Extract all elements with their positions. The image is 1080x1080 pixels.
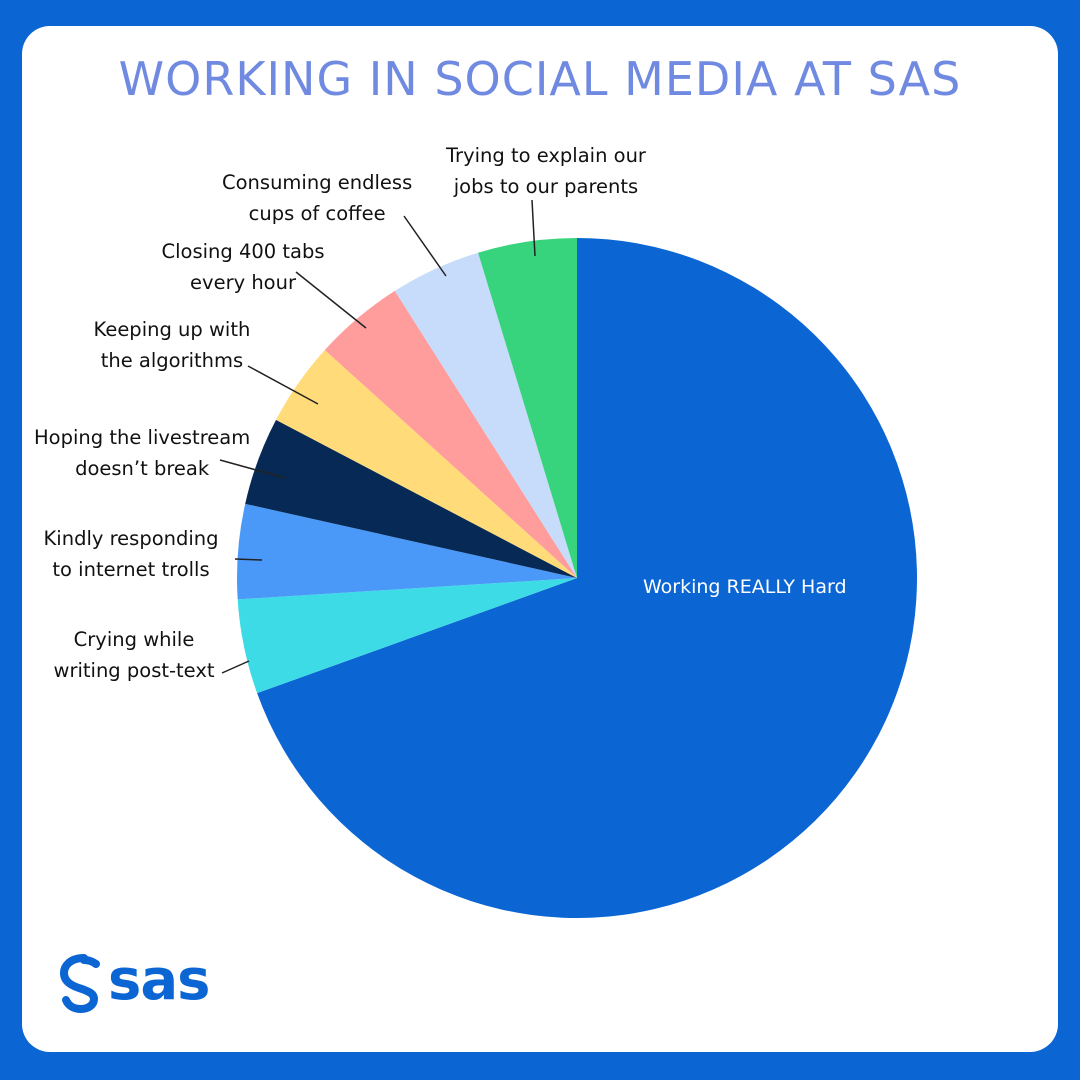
slice-label: Closing 400 tabs every hour: [162, 236, 325, 298]
slice-label: Consuming endless cups of coffee: [222, 167, 412, 229]
slice-label-line: Working REALLY Hard: [643, 576, 847, 598]
slice-label-line: jobs to our parents: [453, 175, 639, 198]
slice-label: Trying to explain our jobs to our parents: [446, 140, 646, 202]
leader-line: [247, 365, 319, 405]
slice-label-line: Closing 400 tabs: [161, 240, 325, 263]
pie-slice: [237, 578, 578, 694]
leader-line: [295, 271, 367, 329]
slice-label-line: cups of coffee: [248, 202, 386, 225]
slice-label: Crying while writing post-text: [54, 624, 215, 686]
slice-label: Working REALLY Hard: [643, 576, 847, 598]
slice-label-line: every hour: [190, 271, 296, 294]
leader-line: [531, 199, 536, 257]
pie-slice: [324, 290, 577, 578]
pie-slice: [394, 252, 577, 578]
slice-label-line: to internet trolls: [52, 558, 210, 581]
slice-label-line: Trying to explain our: [446, 144, 646, 167]
leader-line: [403, 215, 447, 277]
slice-label: Keeping up with the algorithms: [94, 314, 251, 376]
page-title: WORKING IN SOCIAL MEDIA AT SAS: [118, 52, 962, 106]
slice-label-line: doesn’t break: [75, 457, 210, 480]
slice-label: Hoping the livestream doesn’t break: [34, 422, 250, 484]
slice-label-line: Kindly responding: [43, 527, 219, 550]
sas-wordmark: sas: [108, 948, 210, 1013]
sas-swirl-icon: [59, 954, 100, 1014]
pie-slice: [276, 349, 577, 578]
sas-logo: sas: [56, 948, 226, 1022]
slice-label-line: Keeping up with: [93, 318, 251, 341]
slice-label-line: Consuming endless: [222, 171, 413, 194]
pie-slice: [236, 503, 577, 600]
pie-slice: [478, 238, 577, 578]
leader-line: [221, 660, 250, 674]
pie-slice: [257, 238, 917, 918]
pie-slice: [245, 419, 577, 578]
slice-label-line: the algorithms: [100, 349, 244, 372]
slice-label: Kindly responding to internet trolls: [44, 523, 219, 585]
leader-line: [219, 459, 286, 479]
slice-label-line: writing post-text: [53, 659, 215, 682]
slice-label-line: Hoping the livestream: [34, 426, 251, 449]
leader-line: [234, 558, 263, 561]
slice-label-line: Crying while: [73, 628, 195, 651]
